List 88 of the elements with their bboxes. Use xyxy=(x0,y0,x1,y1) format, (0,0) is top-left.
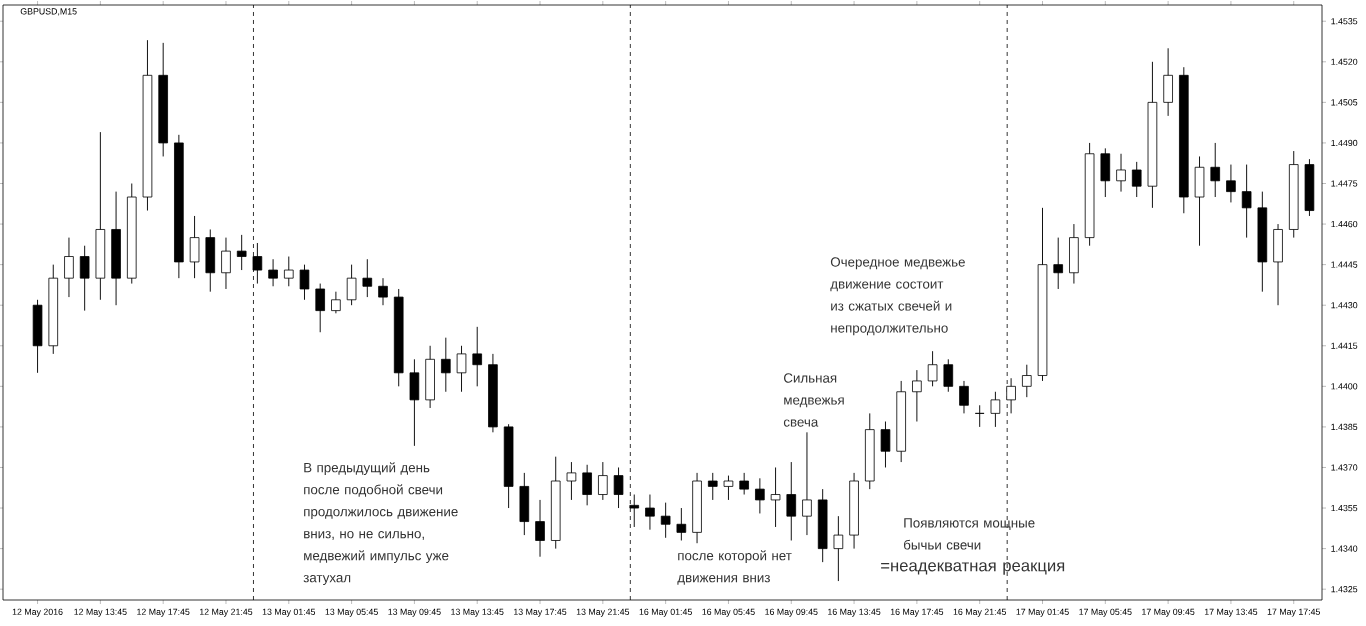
candlestick xyxy=(990,391,1001,428)
x-tick-label: 12 May 13:45 xyxy=(74,608,127,617)
y-tick-label: 1.4355 xyxy=(1331,504,1358,512)
candlestick xyxy=(943,358,954,393)
candlestick xyxy=(786,461,797,541)
candlestick xyxy=(1210,142,1221,198)
candlestick xyxy=(1241,164,1252,239)
x-tick-label: 13 May 01:45 xyxy=(262,608,316,617)
candlestick xyxy=(299,264,310,301)
x-tick-label: 12 May 2016 xyxy=(12,608,63,617)
y-tick-label: 1.4340 xyxy=(1331,545,1358,552)
x-tick-label: 16 May 05:45 xyxy=(702,608,755,617)
y-tick-label: 1.4415 xyxy=(1331,342,1358,349)
annotation: Сильная медвежья свеча xyxy=(783,373,844,427)
candlestick xyxy=(723,475,734,501)
candlestick xyxy=(833,515,844,582)
candlestick xyxy=(676,507,687,541)
candlestick xyxy=(598,461,608,501)
annotation: Появляются мощные бычьи свечи xyxy=(904,518,1035,550)
annotation: В предыдущий день после подобной свечи продолжилось движение вниз, но не сильно, медвежий импульс уже затухал xyxy=(303,462,458,585)
x-tick-label: 16 May 01:45 xyxy=(639,608,692,617)
candlestick xyxy=(566,461,577,501)
x-tick-label: 13 May 05:45 xyxy=(325,608,378,617)
x-tick-label: 12 May 17:45 xyxy=(137,608,190,617)
candlestick xyxy=(362,258,373,298)
x-tick-label: 17 May 09:45 xyxy=(1142,608,1195,617)
candlestick xyxy=(645,494,655,531)
candlestick xyxy=(441,337,451,393)
x-tick-label: 17 May 13:45 xyxy=(1204,608,1258,617)
annotation: Очередное медвежье движение состоит из сжатых свечей и непродолжительно xyxy=(830,257,965,336)
candlestick xyxy=(802,431,812,536)
candlestick xyxy=(378,277,388,306)
x-tick-label: 16 May 13:45 xyxy=(828,608,881,617)
x-tick-label: 12 May 21:45 xyxy=(199,608,253,617)
y-tick-label: 1.4400 xyxy=(1331,383,1358,390)
candlestick xyxy=(707,472,718,501)
candlestick xyxy=(912,369,922,422)
x-tick-label: 16 May 17:45 xyxy=(890,608,944,617)
candlestick xyxy=(880,421,891,468)
candlestick xyxy=(252,242,263,285)
y-tick-label: 1.4325 xyxy=(1331,586,1358,593)
annotation: =неадекватная реакция xyxy=(881,562,1065,575)
x-tick-label: 17 May 05:45 xyxy=(1079,608,1132,617)
candlestick xyxy=(456,345,467,393)
y-tick-label: 1.4520 xyxy=(1331,58,1358,65)
candlestick xyxy=(959,380,969,414)
x-tick-label: 16 May 09:45 xyxy=(765,608,818,617)
chart-title: GBPUSD,M15 xyxy=(20,8,77,16)
candlestick xyxy=(1022,364,1032,398)
x-tick-label: 13 May 13:45 xyxy=(451,608,504,617)
candlestick xyxy=(927,350,938,387)
candlestick xyxy=(472,326,483,387)
candlestick xyxy=(755,477,765,514)
candlestick xyxy=(346,264,357,306)
candlestick xyxy=(331,291,341,314)
y-tick-label: 1.4385 xyxy=(1331,423,1358,431)
candlestick xyxy=(1131,161,1142,198)
x-tick-label: 17 May 17:45 xyxy=(1267,608,1321,617)
candlestick xyxy=(613,467,624,509)
y-tick-label: 1.4505 xyxy=(1331,99,1358,106)
y-tick-label: 1.4535 xyxy=(1331,18,1358,25)
candlestick xyxy=(739,472,749,495)
candlestick xyxy=(535,499,545,558)
x-tick-label: 13 May 17:45 xyxy=(514,608,567,617)
y-tick-label: 1.4460 xyxy=(1331,220,1358,228)
y-tick-label: 1.4475 xyxy=(1331,180,1358,187)
candlestick xyxy=(79,245,90,312)
candlestick xyxy=(770,467,781,528)
candlestick xyxy=(1116,153,1126,193)
y-tick-label: 1.4445 xyxy=(1331,261,1358,268)
candlestick xyxy=(64,237,74,298)
candlestick xyxy=(660,502,671,539)
candlestick xyxy=(221,237,231,290)
annotation: после которой нет движения вниз xyxy=(677,550,792,585)
candlestick xyxy=(268,258,278,287)
candlestick xyxy=(236,234,247,271)
candlestick xyxy=(315,283,325,333)
candlestick xyxy=(1053,237,1063,290)
candlestick xyxy=(284,256,294,287)
candlestick xyxy=(582,464,592,506)
x-tick-label: 16 May 21:45 xyxy=(953,608,1006,617)
y-tick-label: 1.4430 xyxy=(1331,302,1358,309)
y-tick-label: 1.4490 xyxy=(1331,139,1358,147)
x-tick-label: 13 May 21:45 xyxy=(576,608,630,617)
candlestick xyxy=(1226,164,1236,203)
x-tick-label: 13 May 09:45 xyxy=(388,608,441,617)
x-tick-label: 17 May 01:45 xyxy=(1016,608,1069,617)
y-tick-label: 1.4370 xyxy=(1331,464,1358,471)
